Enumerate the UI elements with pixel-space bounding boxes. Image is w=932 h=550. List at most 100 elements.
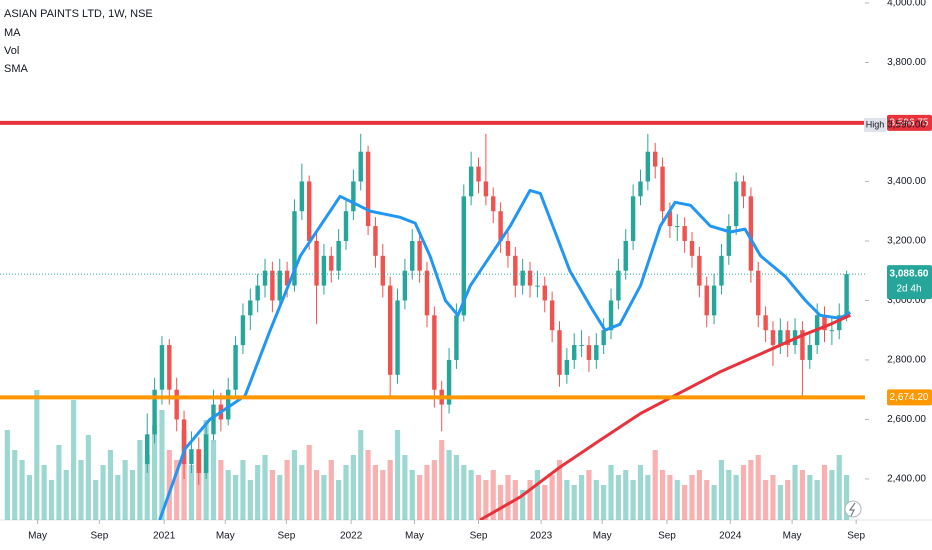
y-tick-label: 4,000.00 [887, 0, 926, 9]
volume-bar [659, 470, 666, 520]
x-tick-label: 2022 [340, 531, 363, 542]
volume-bar [564, 480, 570, 520]
y-tick-label: 2,800.00 [887, 355, 926, 366]
candle-body [829, 330, 835, 332]
candle-body [292, 211, 297, 286]
volume-bar [785, 480, 791, 520]
volume-bar [299, 465, 305, 520]
volume-bar [586, 470, 592, 520]
volume-bar [63, 470, 69, 520]
candle-body [778, 330, 783, 346]
candle-body [491, 196, 496, 212]
candle-body [248, 300, 253, 316]
candle-body [424, 270, 430, 316]
candle-body [586, 345, 592, 360]
candle-body [711, 285, 717, 316]
volume-bar [71, 400, 77, 520]
volume-bar [674, 480, 680, 520]
volume-bar [763, 480, 769, 520]
volume-bar [137, 440, 143, 520]
volume-bar [166, 450, 172, 520]
candle-body [262, 270, 268, 286]
x-tick-label: Sep [277, 531, 295, 542]
chart-title: ASIAN PAINTS LTD, 1W, NSE [4, 8, 153, 20]
volume-bar [19, 460, 25, 520]
candle-body [527, 270, 533, 286]
volume-bar [542, 485, 548, 520]
volume-bar [556, 460, 563, 520]
volume-bar [821, 465, 828, 520]
candle-body [579, 345, 584, 347]
x-tick-label: May [405, 531, 424, 542]
y-tick-label: 3,800.00 [887, 57, 926, 68]
volume-bar [431, 460, 437, 520]
candle-body [284, 270, 290, 286]
candle-body [196, 449, 201, 473]
volume-bar [689, 475, 695, 520]
alert-icon[interactable] [844, 500, 862, 518]
alert-icon-glyph [848, 502, 856, 517]
candle-body [557, 330, 562, 375]
candle-body [380, 255, 386, 286]
volume-bar [534, 470, 540, 520]
price-pane [0, 120, 865, 520]
candle-body [505, 240, 511, 256]
volume-bar [313, 470, 320, 520]
candle-body [255, 285, 260, 301]
volume-bar [615, 475, 621, 520]
level-label-box [887, 114, 932, 131]
y-tick-label: 3,000.00 [887, 295, 926, 306]
volume-bar [26, 475, 33, 520]
volume-bar [284, 460, 290, 520]
candle-body [306, 181, 312, 241]
candle-body [159, 345, 165, 390]
volume-bar [770, 475, 776, 520]
volume-bar [498, 485, 504, 520]
candle-body [667, 211, 673, 227]
volume-bar [262, 455, 268, 520]
candle-body [270, 270, 275, 301]
volume-bar [188, 465, 194, 520]
volume-bar [637, 465, 644, 520]
volume-bar [475, 475, 482, 520]
candle-body [520, 270, 525, 286]
volume-bar [129, 470, 136, 520]
volume-bar [358, 430, 364, 520]
volume-bar [240, 460, 246, 520]
candle-body [145, 434, 150, 465]
candle-body [432, 315, 437, 390]
volume-bar [255, 465, 261, 520]
volume-bar [623, 470, 629, 520]
volume-bar [755, 455, 761, 520]
level-label: 2,674.20 [890, 392, 929, 403]
candle-body [697, 255, 702, 286]
candle-body [748, 196, 754, 271]
candle-body [351, 181, 356, 212]
volume-bar [269, 470, 275, 520]
volume-bar [726, 470, 732, 520]
y-tick-label: 2,400.00 [887, 474, 926, 485]
candle-body [343, 211, 349, 241]
candle-body [402, 270, 408, 301]
x-tick-label: 2021 [153, 531, 176, 542]
candle-body [763, 315, 768, 331]
candle-body [837, 315, 842, 331]
volume-bar [380, 470, 386, 520]
candle-body [689, 240, 695, 256]
volume-bar [718, 460, 725, 520]
volume-bar [4, 430, 10, 520]
volume-bar [85, 435, 91, 520]
x-tick-label: Sep [658, 531, 676, 542]
volume-bar [704, 480, 710, 520]
volume-bar [468, 470, 474, 520]
volume-bar [144, 455, 150, 520]
volume-bar [814, 480, 820, 520]
candle-body [454, 315, 459, 360]
candle-body [822, 315, 827, 331]
volume-bar [218, 460, 224, 520]
candle-body [189, 449, 194, 465]
volume-bar [343, 465, 349, 520]
volume-bar [232, 475, 239, 520]
candle-body [181, 419, 187, 465]
